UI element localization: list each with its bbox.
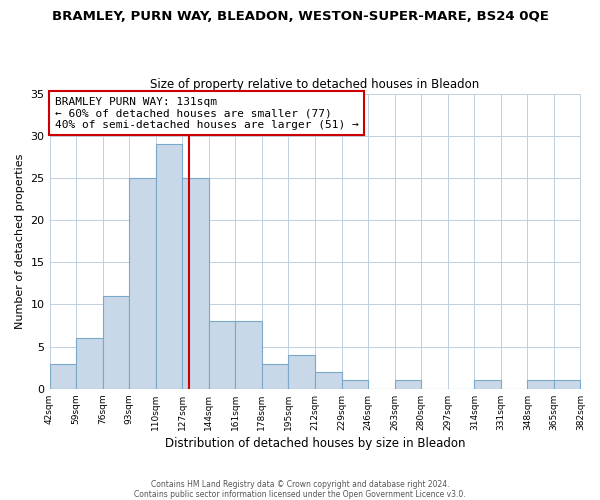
Title: Size of property relative to detached houses in Bleadon: Size of property relative to detached ho… [151, 78, 479, 91]
Bar [76, 338, 103, 389]
Text: Contains HM Land Registry data © Crown copyright and database right 2024.
Contai: Contains HM Land Registry data © Crown c… [134, 480, 466, 499]
Bar [475, 380, 501, 389]
Bar [395, 380, 421, 389]
Bar [209, 322, 235, 389]
Bar [50, 364, 76, 389]
Bar [341, 380, 368, 389]
Bar [129, 178, 156, 389]
Bar [262, 364, 289, 389]
Bar [289, 355, 315, 389]
Text: BRAMLEY, PURN WAY, BLEADON, WESTON-SUPER-MARE, BS24 0QE: BRAMLEY, PURN WAY, BLEADON, WESTON-SUPER… [52, 10, 548, 23]
Text: BRAMLEY PURN WAY: 131sqm
← 60% of detached houses are smaller (77)
40% of semi-d: BRAMLEY PURN WAY: 131sqm ← 60% of detach… [55, 96, 359, 130]
Bar [182, 178, 209, 389]
Bar [315, 372, 341, 389]
Y-axis label: Number of detached properties: Number of detached properties [15, 154, 25, 329]
X-axis label: Distribution of detached houses by size in Bleadon: Distribution of detached houses by size … [165, 437, 465, 450]
Bar [527, 380, 554, 389]
Bar [156, 144, 182, 389]
Bar [554, 380, 580, 389]
Bar [103, 296, 129, 389]
Bar [235, 322, 262, 389]
